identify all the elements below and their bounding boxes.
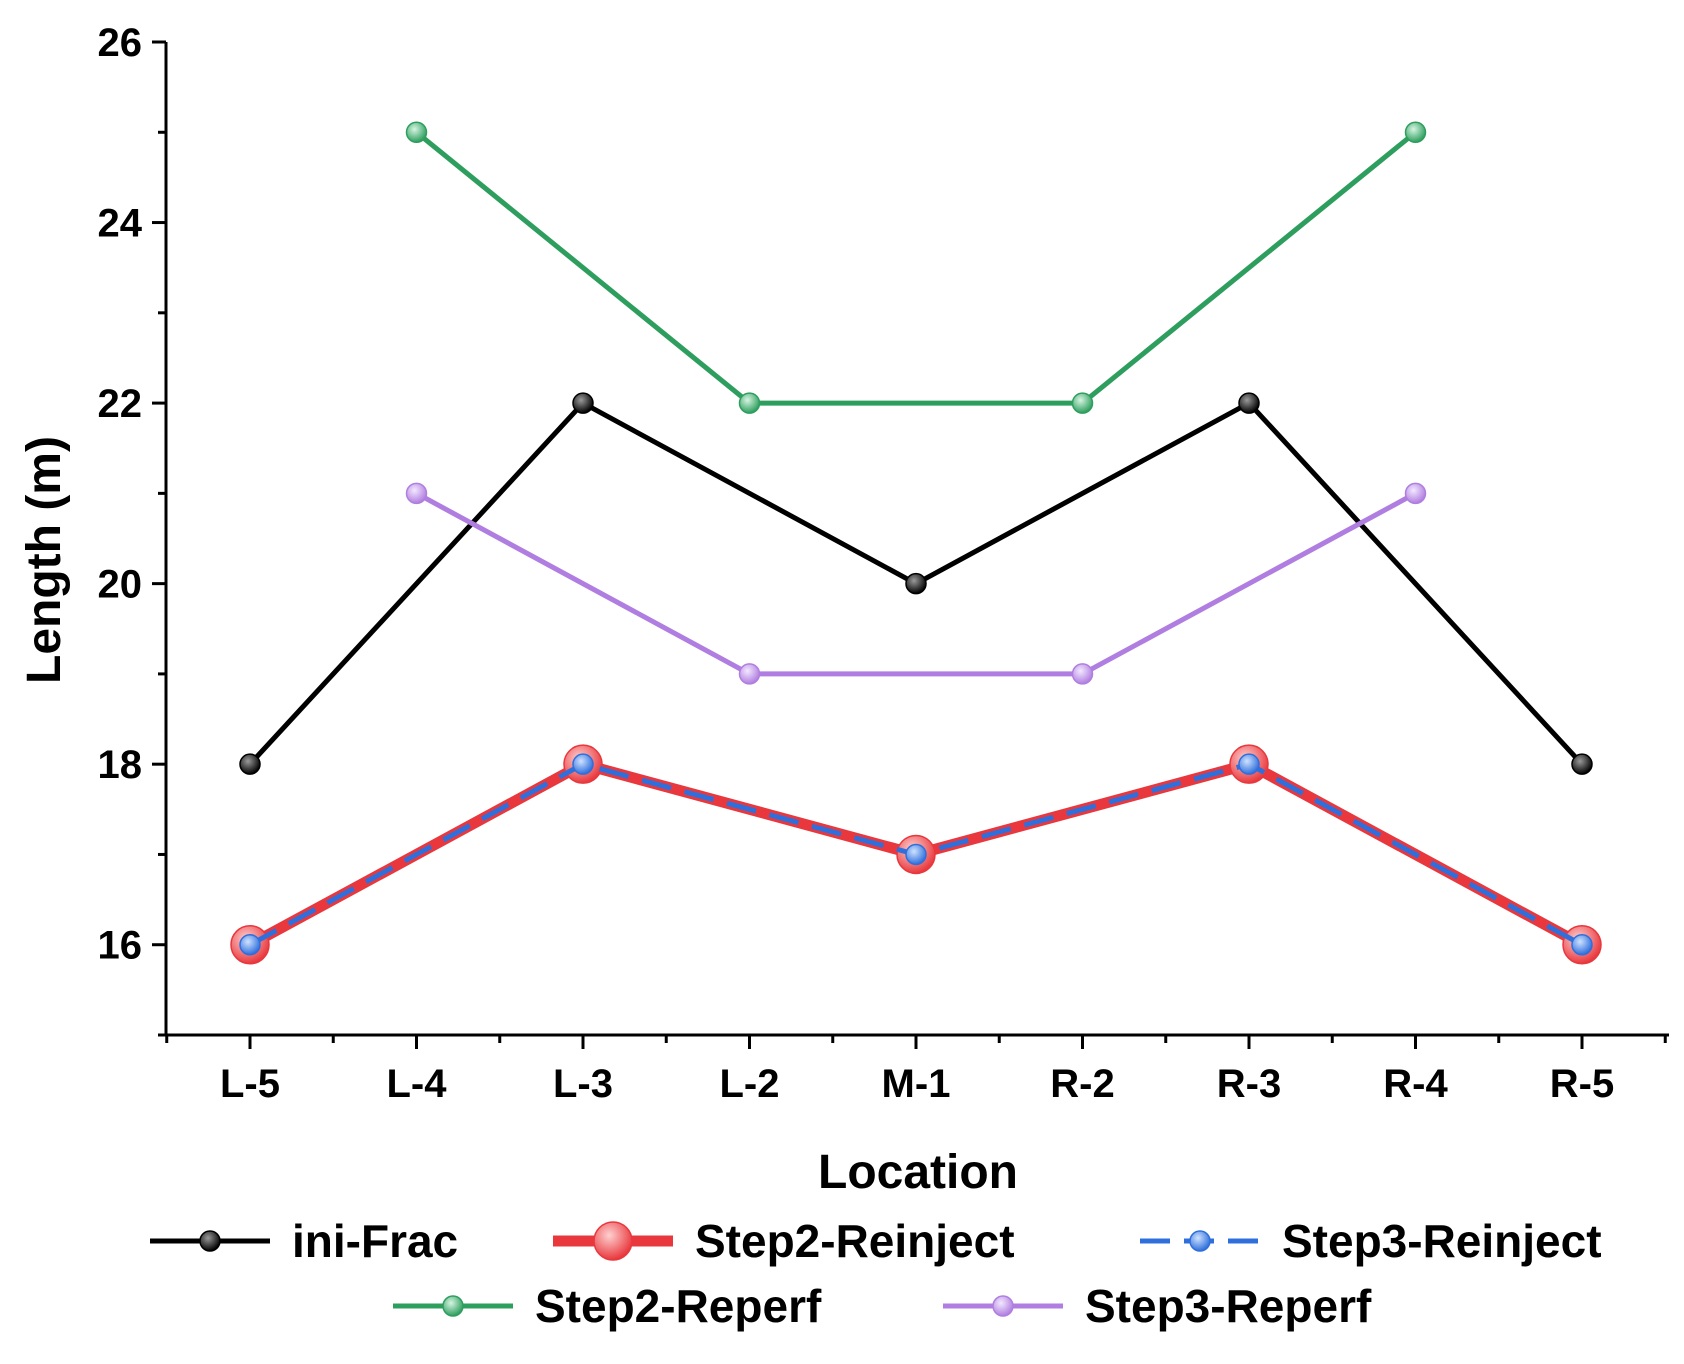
legend-swatch-marker (442, 1295, 464, 1317)
x-tick-label: L-4 (387, 1062, 448, 1106)
data-point-step3-reperf (738, 663, 761, 685)
legend-item-ini-frac: ini-Frac (150, 1215, 458, 1267)
series-step3-reinject (239, 753, 1593, 956)
legend-label: Step2-Reinject (695, 1215, 1015, 1267)
y-tick-label: 26 (98, 21, 143, 65)
legend-label: Step3-Reinject (1282, 1215, 1602, 1267)
x-tick-label: M-1 (882, 1062, 951, 1106)
x-axis-title: Location (818, 1146, 1018, 1199)
x-tick-label: L-3 (553, 1062, 613, 1106)
x-tick-label: R-3 (1217, 1062, 1281, 1106)
data-point-step3-reinject (239, 933, 261, 956)
y-tick-label: 22 (98, 382, 143, 426)
legend-item-step3-reinject: Step3-Reinject (1140, 1215, 1602, 1267)
data-point-step3-reinject (1238, 753, 1260, 775)
data-point-ini-frac (905, 572, 927, 595)
data-point-step2-reperf (738, 392, 761, 414)
chart-axes: 16 18 20 22 24 26 L-5 L-4 L-3 L-2 M-1 R-2 R-3 R-4 R-5 (98, 21, 1669, 1106)
data-point-step2-reperf (1404, 121, 1427, 144)
x-tick-label: R-5 (1550, 1062, 1614, 1106)
y-tick-label: 24 (98, 202, 143, 246)
data-point-step3-reperf (1071, 663, 1094, 685)
legend-label: ini-Frac (292, 1215, 458, 1267)
legend-item-step2-reinject: Step2-Reinject (553, 1215, 1015, 1267)
legend-label: Step3-Reperf (1085, 1280, 1372, 1332)
data-point-step3-reperf (1404, 482, 1427, 505)
data-point-step3-reinject (905, 843, 927, 866)
legend-item-step2-reperf: Step2-Reperf (393, 1280, 822, 1332)
series-step2-reperf (405, 121, 1427, 414)
legend-label: Step2-Reperf (535, 1280, 822, 1332)
legend: ini-Frac Step2-Reinject Step3-Reinject Step… (150, 1215, 1602, 1332)
legend-swatch-marker (992, 1295, 1014, 1317)
data-point-ini-frac (1571, 753, 1593, 775)
y-tick-label: 16 (98, 924, 143, 968)
data-point-step3-reinject (1571, 933, 1593, 956)
data-point-ini-frac (572, 392, 594, 414)
data-point-step2-reperf (1071, 392, 1094, 414)
chart-series (230, 121, 1602, 965)
x-tick-label: L-2 (720, 1062, 780, 1106)
data-point-step2-reperf (405, 121, 428, 144)
data-point-step3-reperf (405, 482, 428, 505)
x-tick-label: R-2 (1050, 1062, 1114, 1106)
legend-swatch-marker (199, 1230, 221, 1252)
legend-swatch-marker (1189, 1230, 1211, 1252)
series-line-step2-reperf (414, 130, 1418, 406)
x-tick-label: R-4 (1383, 1062, 1448, 1106)
series-line-step3-reperf (415, 491, 1417, 677)
data-point-ini-frac (1238, 392, 1260, 414)
y-tick-label: 20 (98, 563, 143, 607)
data-point-ini-frac (239, 753, 261, 775)
y-axis-title: Length (m) (18, 436, 71, 684)
data-point-step3-reinject (572, 753, 594, 775)
series-step3-reperf (405, 482, 1427, 685)
x-tick-label: L-5 (220, 1062, 280, 1106)
legend-swatch-marker (593, 1221, 633, 1261)
legend-item-step3-reperf: Step3-Reperf (943, 1280, 1372, 1332)
series-ini-frac (239, 392, 1593, 775)
y-tick-label: 18 (98, 743, 143, 787)
